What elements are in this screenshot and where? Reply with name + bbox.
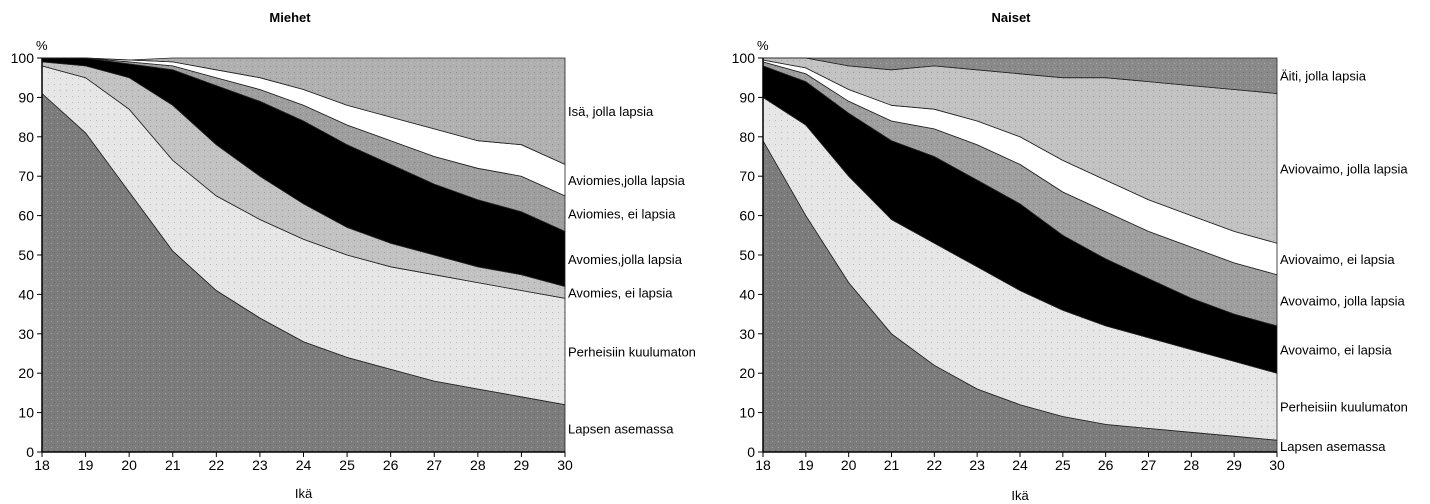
miehet-y-tick-label: 80 xyxy=(18,129,34,145)
naiset-series-label: Lapsen asemassa xyxy=(1280,439,1386,454)
miehet-series-label: Perheisiin kuulumaton xyxy=(568,345,696,360)
naiset-x-tick-label: 19 xyxy=(798,457,814,473)
naiset-series-label: Aviovaimo, jolla lapsia xyxy=(1280,161,1408,176)
chart-naiset: Lapsen asemassa Perheisiin kuulumaton Avov… xyxy=(715,0,1430,504)
naiset-series-label: Avovaimo, ei lapsia xyxy=(1280,343,1393,358)
miehet-series-label: Avomies,jolla lapsia xyxy=(568,252,683,267)
naiset-x-tick-label: 20 xyxy=(841,457,857,473)
naiset-x-tick-label: 24 xyxy=(1012,457,1028,473)
naiset-x-tick-label: 18 xyxy=(755,457,771,473)
miehet-y-tick-label: 70 xyxy=(18,168,34,184)
miehet-x-tick-label: 26 xyxy=(383,457,399,473)
naiset-x-tick-label: 21 xyxy=(884,457,900,473)
naiset-series-label: Äiti, jolla lapsia xyxy=(1280,69,1367,84)
naiset-y-tick-label: 10 xyxy=(739,405,755,421)
naiset-x-tick-label: 30 xyxy=(1269,457,1285,473)
naiset-series-label: Avovaimo, jolla lapsia xyxy=(1280,293,1406,308)
chart-naiset-svg: Lapsen asemassa Perheisiin kuulumaton Avov… xyxy=(732,10,1409,503)
naiset-y-tick-label: 100 xyxy=(732,50,756,66)
naiset-y-tick-label: 90 xyxy=(739,89,755,105)
miehet-y-tick-label: 40 xyxy=(18,286,34,302)
miehet-x-tick-label: 23 xyxy=(252,457,268,473)
naiset-chart-title: Naiset xyxy=(991,10,1031,25)
naiset-y-tick-label: 50 xyxy=(739,247,755,263)
naiset-y-tick-label: 30 xyxy=(739,326,755,342)
naiset-x-tick-label: 26 xyxy=(1098,457,1114,473)
miehet-y-tick-label: 100 xyxy=(11,50,35,66)
naiset-series-label: Aviovaimo, ei lapsia xyxy=(1280,252,1395,267)
naiset-x-tick-label: 28 xyxy=(1184,457,1200,473)
naiset-y-tick-label: 40 xyxy=(739,286,755,302)
miehet-band-6 xyxy=(42,57,566,166)
miehet-y-tick-label: 10 xyxy=(18,405,34,421)
naiset-x-tick-label: 22 xyxy=(927,457,943,473)
naiset-band-6 xyxy=(763,57,1278,94)
miehet-y-tick-label: 20 xyxy=(18,365,34,381)
miehet-x-tick-label: 20 xyxy=(121,457,137,473)
miehet-series-label: Aviomies,jolla lapsia xyxy=(568,173,686,188)
naiset-x-tick-label: 23 xyxy=(969,457,985,473)
miehet-y-tick-label: 50 xyxy=(18,247,34,263)
naiset-x-tick-label: 25 xyxy=(1055,457,1071,473)
naiset-y-tick-label: 70 xyxy=(739,168,755,184)
miehet-x-tick-label: 22 xyxy=(209,457,225,473)
naiset-series-label: Perheisiin kuulumaton xyxy=(1280,400,1408,415)
naiset-y-axis-label: % xyxy=(757,38,769,53)
miehet-x-tick-label: 30 xyxy=(557,457,573,473)
miehet-x-tick-label: 29 xyxy=(514,457,530,473)
miehet-series-label: Avomies, ei lapsia xyxy=(568,285,673,300)
miehet-series-label: Lapsen asemassa xyxy=(568,421,674,436)
miehet-x-tick-label: 21 xyxy=(165,457,181,473)
miehet-x-tick-label: 24 xyxy=(296,457,312,473)
miehet-y-tick-label: 30 xyxy=(18,326,34,342)
miehet-y-tick-label: 60 xyxy=(18,208,34,224)
naiset-y-tick-label: 60 xyxy=(739,208,755,224)
naiset-x-axis-label: Ikä xyxy=(1011,488,1029,503)
naiset-x-tick-label: 29 xyxy=(1226,457,1242,473)
chart-miehet-svg: Lapsen asemassa Perheisiin kuulumaton Avom… xyxy=(11,10,696,501)
miehet-x-tick-label: 28 xyxy=(470,457,486,473)
miehet-series-label: Isä, jolla lapsia xyxy=(568,104,654,119)
miehet-x-axis-label: Ikä xyxy=(295,486,313,501)
miehet-x-tick-label: 27 xyxy=(426,457,442,473)
naiset-y-tick-label: 80 xyxy=(739,129,755,145)
naiset-y-tick-label: 0 xyxy=(747,444,755,460)
miehet-y-tick-label: 90 xyxy=(18,89,34,105)
miehet-x-tick-label: 19 xyxy=(78,457,94,473)
miehet-chart-title: Miehet xyxy=(269,10,311,25)
miehet-x-tick-label: 18 xyxy=(34,457,50,473)
miehet-y-axis-label: % xyxy=(36,38,48,53)
chart-miehet: Lapsen asemassa Perheisiin kuulumaton Avom… xyxy=(11,10,696,501)
miehet-y-tick-label: 0 xyxy=(26,444,34,460)
miehet-series-label: Aviomies, ei lapsia xyxy=(568,207,676,222)
naiset-y-tick-label: 20 xyxy=(739,365,755,381)
naiset-x-tick-label: 27 xyxy=(1141,457,1157,473)
miehet-x-tick-label: 25 xyxy=(339,457,355,473)
